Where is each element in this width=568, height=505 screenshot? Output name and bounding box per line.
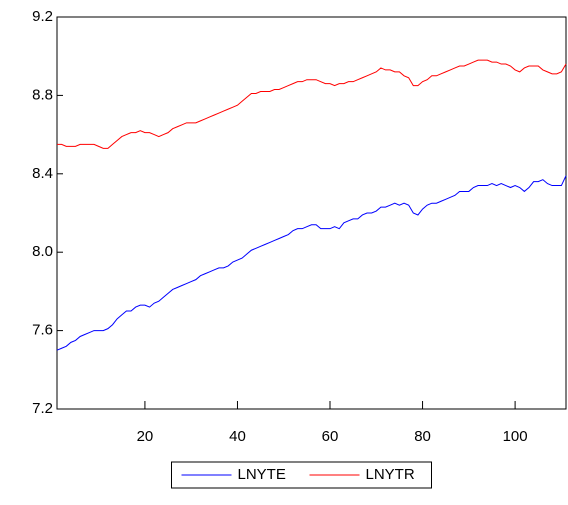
plot-frame [56, 16, 567, 410]
y-tick-label: 8.0 [32, 243, 53, 260]
x-tick-label: 20 [137, 428, 154, 445]
x-tick-label: 100 [503, 428, 528, 445]
x-tick-label: 60 [322, 428, 339, 445]
line-series [56, 175, 567, 351]
legend-box [171, 461, 432, 489]
legend-label: LNYTR [366, 466, 415, 483]
y-tick-label: 7.2 [32, 400, 53, 417]
y-tick-label: 7.6 [32, 322, 53, 339]
line-series [57, 59, 567, 149]
y-tick-label: 8.8 [32, 86, 53, 103]
x-tick-label: 80 [414, 428, 431, 445]
x-tick-label: 40 [229, 428, 246, 445]
y-tick-label: 8.4 [32, 165, 53, 182]
y-tick-label: 9.2 [32, 8, 53, 25]
legend-label: LNYTE [238, 466, 286, 483]
